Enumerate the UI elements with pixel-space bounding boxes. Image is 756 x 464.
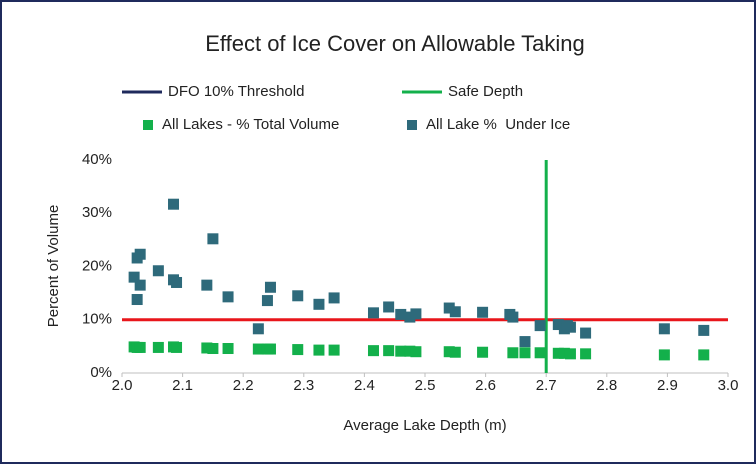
data-point: [477, 306, 489, 318]
x-tick-label: 2.8: [596, 377, 617, 394]
data-point: [134, 248, 146, 260]
data-point: [152, 341, 164, 353]
data-point: [201, 342, 213, 354]
data-point: [580, 327, 592, 339]
data-point: [443, 346, 455, 358]
data-point: [404, 345, 416, 357]
y-tick-label: 40%: [82, 151, 112, 168]
data-point: [292, 290, 304, 302]
data-point: [383, 345, 395, 357]
data-point: [658, 323, 670, 335]
data-point: [252, 343, 264, 355]
x-tick-label: 2.2: [233, 377, 254, 394]
data-point: [564, 321, 576, 333]
data-point: [552, 347, 564, 359]
data-point: [534, 320, 546, 332]
data-point: [564, 348, 576, 360]
data-point: [698, 324, 710, 336]
data-point: [313, 344, 325, 356]
data-point: [698, 349, 710, 361]
data-point: [552, 319, 564, 331]
data-point: [443, 302, 455, 314]
data-point: [134, 279, 146, 291]
data-point: [261, 295, 273, 307]
x-tick-label: 3.0: [718, 377, 739, 394]
y-axis-label: Percent of Volume: [45, 205, 62, 328]
legend-label: All Lake % Under Ice: [426, 116, 570, 133]
data-point: [367, 307, 379, 319]
data-point: [519, 347, 531, 359]
x-tick-label: 2.3: [293, 377, 314, 394]
data-point: [507, 311, 519, 323]
data-point: [410, 308, 422, 320]
data-point: [222, 291, 234, 303]
y-tick-label: 10%: [82, 311, 112, 328]
y-tick-label: 20%: [82, 257, 112, 274]
data-point: [168, 198, 180, 210]
data-point: [367, 345, 379, 357]
data-point: [477, 346, 489, 358]
data-point: [383, 301, 395, 313]
data-point: [134, 341, 146, 353]
data-point: [449, 346, 461, 358]
data-point: [313, 298, 325, 310]
data-point: [404, 311, 416, 323]
x-axis-label: Average Lake Depth (m): [343, 417, 506, 434]
data-point: [658, 349, 670, 361]
data-point: [558, 347, 570, 359]
data-point: [128, 271, 140, 283]
data-point: [207, 233, 219, 245]
data-point: [519, 336, 531, 348]
data-point: [222, 343, 234, 355]
legend-label: All Lakes - % Total Volume: [162, 116, 339, 133]
data-point: [449, 306, 461, 318]
data-point: [328, 344, 340, 356]
x-tick-label: 2.1: [172, 377, 193, 394]
x-tick-label: 2.0: [112, 377, 133, 394]
x-tick-label: 2.5: [415, 377, 436, 394]
data-point: [252, 323, 264, 335]
data-point: [152, 265, 164, 277]
legend-marker: [143, 120, 153, 130]
data-point: [131, 294, 143, 306]
legend-marker: [407, 120, 417, 130]
y-tick-label: 0%: [90, 364, 112, 381]
data-point: [410, 346, 422, 358]
data-point: [395, 308, 407, 320]
legend-label: DFO 10% Threshold: [168, 83, 304, 100]
data-point: [264, 343, 276, 355]
data-point: [507, 347, 519, 359]
chart-title: Effect of Ice Cover on Allowable Taking: [205, 31, 585, 56]
data-point: [395, 345, 407, 357]
data-point: [171, 276, 183, 288]
legend-label: Safe Depth: [448, 83, 523, 100]
data-point: [534, 347, 546, 359]
data-point: [264, 281, 276, 293]
data-point: [171, 341, 183, 353]
data-point: [580, 348, 592, 360]
data-point: [328, 292, 340, 304]
y-tick-label: 30%: [82, 204, 112, 221]
x-tick-label: 2.9: [657, 377, 678, 394]
data-point: [207, 343, 219, 355]
x-tick-label: 2.7: [536, 377, 557, 394]
data-point: [292, 344, 304, 356]
data-point: [201, 279, 213, 291]
x-tick-label: 2.6: [475, 377, 496, 394]
x-tick-label: 2.4: [354, 377, 375, 394]
